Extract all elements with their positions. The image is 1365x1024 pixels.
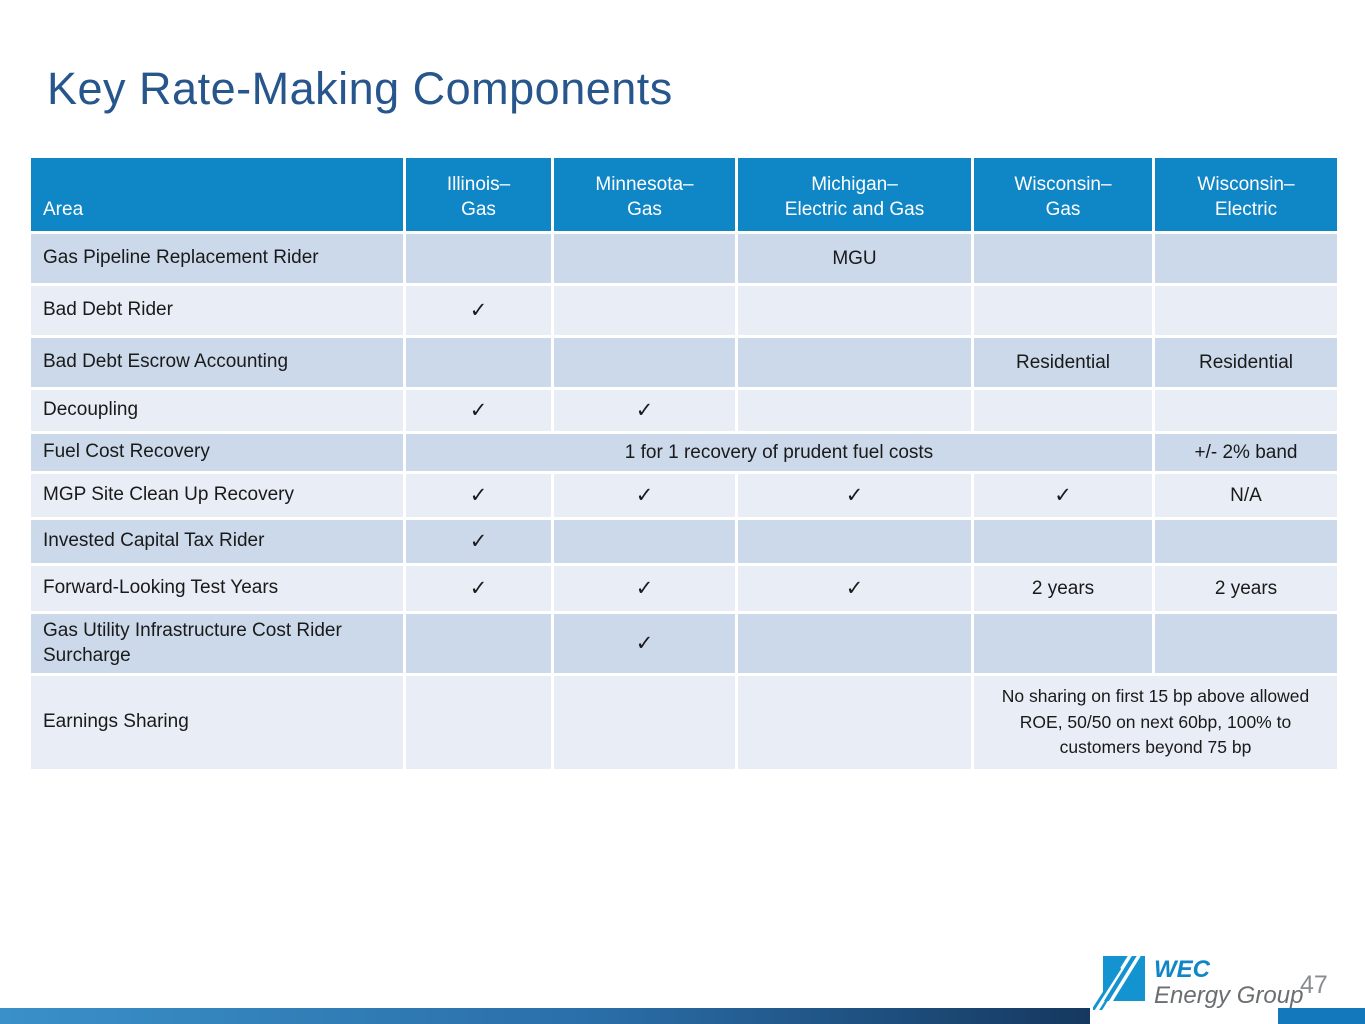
col-header-michigan-electric-gas: Michigan– Electric and Gas (735, 155, 974, 234)
cell-wisconsin-gas (971, 517, 1155, 566)
wec-logo-icon (1093, 956, 1145, 1010)
table-row: Forward-Looking Test Years ✓ ✓ ✓ 2 years… (28, 563, 1340, 614)
table-row: Fuel Cost Recovery 1 for 1 recovery of p… (28, 431, 1340, 474)
cell-merged-fuel-cost: 1 for 1 recovery of prudent fuel costs (403, 431, 1155, 474)
cell-illinois: ✓ (403, 387, 554, 434)
row-label: Forward-Looking Test Years (28, 563, 406, 614)
col-header-minnesota-gas: Minnesota– Gas (551, 155, 738, 234)
table-row: Bad Debt Rider ✓ (28, 283, 1340, 338)
row-label: Decoupling (28, 387, 406, 434)
cell-michigan (735, 335, 974, 390)
table-row: Gas Utility Infrastructure Cost Rider Su… (28, 611, 1340, 676)
cell-illinois: ✓ (403, 283, 554, 338)
table-row: Invested Capital Tax Rider ✓ (28, 517, 1340, 566)
cell-illinois (403, 673, 554, 772)
cell-wisconsin-electric (1152, 517, 1340, 566)
col-header-area: Area (28, 155, 406, 234)
cell-wisconsin-electric: +/- 2% band (1152, 431, 1340, 474)
cell-illinois: ✓ (403, 517, 554, 566)
row-label: Gas Pipeline Replacement Rider (28, 231, 406, 286)
row-label: Bad Debt Rider (28, 283, 406, 338)
cell-michigan (735, 611, 974, 676)
wec-logo-text: WEC Energy Group (1154, 957, 1303, 1009)
row-label: Gas Utility Infrastructure Cost Rider Su… (28, 611, 406, 676)
row-label: Bad Debt Escrow Accounting (28, 335, 406, 390)
col-header-wisconsin-electric: Wisconsin– Electric (1152, 155, 1340, 234)
table-row: MGP Site Clean Up Recovery ✓ ✓ ✓ ✓ N/A (28, 471, 1340, 520)
cell-michigan (735, 283, 974, 338)
cell-michigan (735, 387, 974, 434)
cell-wisconsin-gas (971, 283, 1155, 338)
wec-energy-group-logo: WEC Energy Group (1093, 956, 1303, 1010)
cell-wisconsin-electric: 2 years (1152, 563, 1340, 614)
cell-illinois (403, 231, 554, 286)
cell-minnesota (551, 335, 738, 390)
cell-illinois: ✓ (403, 563, 554, 614)
cell-michigan (735, 673, 974, 772)
row-label: Fuel Cost Recovery (28, 431, 406, 474)
cell-wisconsin-electric: N/A (1152, 471, 1340, 520)
cell-wisconsin-gas: 2 years (971, 563, 1155, 614)
cell-minnesota: ✓ (551, 563, 738, 614)
cell-wisconsin-electric (1152, 231, 1340, 286)
table-row: Bad Debt Escrow Accounting Residential R… (28, 335, 1340, 390)
col-header-wisconsin-gas: Wisconsin– Gas (971, 155, 1155, 234)
cell-minnesota (551, 517, 738, 566)
cell-minnesota: ✓ (551, 611, 738, 676)
cell-minnesota (551, 231, 738, 286)
row-label: Invested Capital Tax Rider (28, 517, 406, 566)
footer-gradient-bar (0, 1008, 1090, 1024)
cell-wisconsin-gas (971, 231, 1155, 286)
cell-wisconsin-gas: ✓ (971, 471, 1155, 520)
cell-wisconsin-electric: Residential (1152, 335, 1340, 390)
slide-title: Key Rate-Making Components (47, 63, 673, 114)
cell-michigan (735, 517, 974, 566)
header-row: Area Illinois– Gas Minnesota– Gas Michig… (28, 155, 1340, 234)
table-row: Earnings Sharing No sharing on first 15 … (28, 673, 1340, 772)
cell-minnesota (551, 283, 738, 338)
cell-minnesota (551, 673, 738, 772)
table-row: Decoupling ✓ ✓ (28, 387, 1340, 434)
cell-wisconsin-gas (971, 387, 1155, 434)
logo-brand-bottom: Energy Group (1154, 982, 1304, 1009)
cell-minnesota: ✓ (551, 471, 738, 520)
cell-wisconsin-electric (1152, 611, 1340, 676)
cell-wisconsin-gas: Residential (971, 335, 1155, 390)
cell-wisconsin-electric (1152, 283, 1340, 338)
cell-minnesota: ✓ (551, 387, 738, 434)
cell-illinois: ✓ (403, 471, 554, 520)
rate-making-components-table: Area Illinois– Gas Minnesota– Gas Michig… (28, 155, 1340, 772)
row-label: Earnings Sharing (28, 673, 406, 772)
cell-illinois (403, 611, 554, 676)
col-header-illinois-gas: Illinois– Gas (403, 155, 554, 234)
cell-merged-earnings-sharing: No sharing on first 15 bp above allowed … (971, 673, 1340, 772)
cell-wisconsin-gas (971, 611, 1155, 676)
footer-accent-block (1278, 1008, 1365, 1024)
page-number: 47 (1300, 971, 1328, 999)
row-label: MGP Site Clean Up Recovery (28, 471, 406, 520)
logo-brand-top: WEC (1154, 956, 1210, 984)
cell-michigan: ✓ (735, 563, 974, 614)
cell-illinois (403, 335, 554, 390)
cell-wisconsin-electric (1152, 387, 1340, 434)
cell-michigan: MGU (735, 231, 974, 286)
cell-michigan: ✓ (735, 471, 974, 520)
table-row: Gas Pipeline Replacement Rider MGU (28, 231, 1340, 286)
